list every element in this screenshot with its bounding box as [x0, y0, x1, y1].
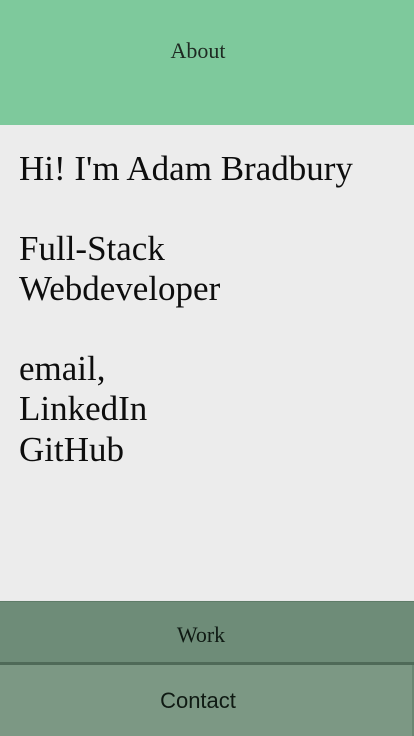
contact-label: Contact: [160, 688, 236, 713]
about-title: About: [170, 38, 226, 63]
role-text-line1: Full-Stack: [19, 229, 165, 268]
work-label: Work: [176, 622, 226, 647]
greeting-text: Hi! I'm Adam Bradbury: [19, 149, 353, 188]
github-link[interactable]: GitHub: [19, 430, 124, 469]
email-link[interactable]: email,: [19, 349, 106, 388]
role-text-line2: Webdeveloper: [19, 269, 221, 308]
about-section-header[interactable]: About: [0, 0, 414, 125]
spacer: [19, 309, 414, 349]
work-section-tab[interactable]: Work: [0, 601, 414, 665]
linkedin-link[interactable]: LinkedIn: [19, 389, 148, 428]
spacer: [19, 189, 414, 229]
about-content: Hi! I'm Adam Bradbury Full-Stack Webdeve…: [0, 125, 414, 601]
contact-section-tab[interactable]: Contact: [0, 665, 414, 736]
